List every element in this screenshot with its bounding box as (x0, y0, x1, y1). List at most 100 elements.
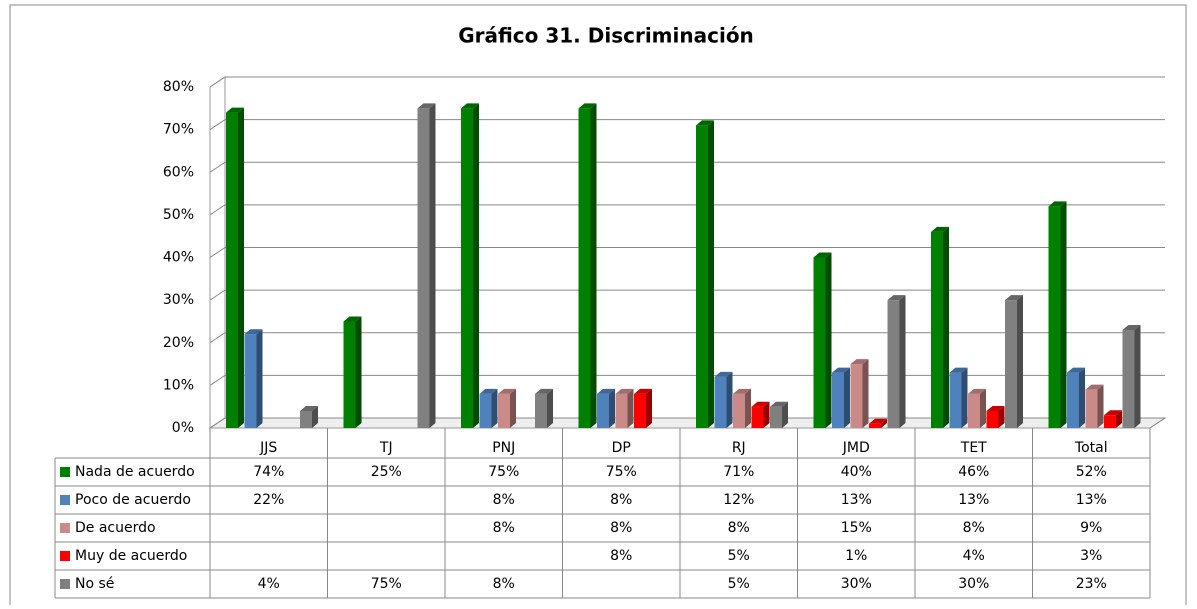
x-tick-label: TJ (379, 440, 393, 456)
bar-top (634, 388, 652, 394)
x-tick-label: PNJ (492, 440, 515, 456)
table-value: 30% (958, 576, 989, 592)
grid-line (209, 161, 1165, 173)
bar-top (1005, 295, 1023, 301)
bar (343, 321, 356, 428)
bar (832, 372, 844, 428)
table-value: 8% (493, 576, 515, 592)
bar-top (751, 401, 770, 407)
bar-top (1122, 324, 1141, 330)
bar-side (1116, 410, 1122, 428)
table-value: 30% (841, 576, 872, 592)
table-value: 40% (841, 464, 872, 480)
table-value: 8% (610, 520, 632, 536)
table-value: 74% (253, 464, 284, 480)
bar (535, 393, 547, 428)
bar-top (869, 418, 887, 424)
bar (968, 393, 980, 428)
bar (949, 372, 962, 428)
y-tick-label: 20% (163, 335, 194, 351)
bar-side (1079, 367, 1085, 428)
legend-swatch (60, 551, 70, 561)
legend-label: Muy de acuerdo (75, 548, 187, 564)
legend-label: No sé (75, 576, 114, 592)
bar-side (763, 401, 770, 428)
bar-side (429, 103, 436, 428)
bar-top (1104, 410, 1122, 416)
bar-side (547, 388, 553, 428)
table-value: 12% (723, 492, 754, 508)
bar-top (461, 103, 479, 109)
bar (300, 410, 312, 428)
x-tick-label: JJS (259, 440, 277, 456)
table-value: 1% (845, 548, 867, 564)
table-border (1149, 417, 1166, 429)
grid-line (209, 332, 1165, 344)
legend-swatch (60, 579, 70, 589)
bar-side (1134, 324, 1141, 428)
bar (615, 393, 628, 428)
bar-side (646, 388, 652, 428)
bar (714, 376, 727, 428)
table-value: 25% (371, 464, 402, 480)
bar-top (479, 388, 498, 394)
bar-side (998, 405, 1005, 428)
bar-side (980, 388, 986, 428)
legend-label: De acuerdo (75, 520, 156, 536)
grid-line (209, 247, 1165, 258)
y-tick-label: 30% (163, 292, 194, 308)
bar-side (943, 226, 949, 428)
bar-top (226, 107, 244, 113)
bar (850, 364, 863, 428)
bar (887, 300, 900, 428)
bar-side (862, 359, 869, 428)
grid-line (209, 76, 1165, 88)
bar-side (745, 388, 751, 428)
legend-swatch (60, 467, 70, 477)
y-tick-label: 40% (163, 250, 194, 266)
legend-label: Poco de acuerdo (75, 492, 191, 508)
chart-title: Gráfico 31. Discriminación (458, 24, 754, 48)
bar-top (931, 226, 949, 232)
table-value: 22% (253, 492, 284, 508)
bar-top (887, 295, 906, 301)
bar-side (510, 388, 516, 428)
bar (1048, 206, 1061, 428)
table-value: 3% (1080, 548, 1102, 564)
bar (1005, 300, 1017, 428)
bar (986, 410, 999, 428)
legend-swatch (60, 523, 70, 533)
x-tick-label: DP (612, 440, 631, 456)
table-value: 75% (488, 464, 519, 480)
bar (498, 393, 510, 428)
bar-top (1048, 201, 1067, 207)
bar-top (850, 359, 869, 365)
bar-top (578, 103, 597, 109)
bar (733, 393, 745, 428)
bar (226, 112, 238, 428)
bar-side (1060, 201, 1067, 428)
bar-side (473, 103, 479, 428)
y-tick-label: 50% (163, 207, 194, 223)
bar (869, 423, 881, 428)
y-tick-label: 70% (163, 122, 194, 138)
table-value: 8% (728, 520, 750, 536)
table-value: 8% (493, 520, 515, 536)
bar-top (244, 329, 263, 335)
bar (770, 406, 782, 428)
bar-top (498, 388, 516, 394)
bar-top (832, 367, 850, 373)
table-value: 71% (723, 464, 754, 480)
bar (1104, 415, 1116, 428)
bar-top (535, 388, 553, 394)
bar-side (708, 120, 714, 429)
table-value: 13% (958, 492, 989, 508)
bar-side (782, 401, 788, 428)
x-tick-label: JMD (842, 440, 870, 456)
y-tick-label: 0% (172, 420, 194, 436)
bar-side (491, 388, 498, 428)
table-value: 75% (371, 576, 402, 592)
bar (597, 393, 609, 428)
x-tick-label: Total (1074, 440, 1108, 456)
